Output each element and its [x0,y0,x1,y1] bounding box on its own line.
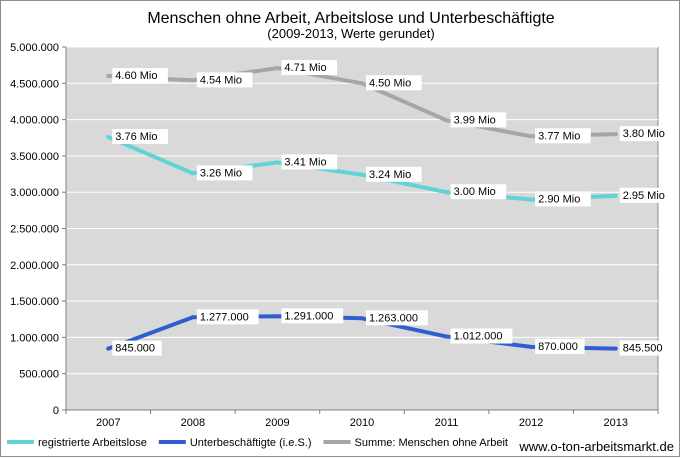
data-point [360,316,364,321]
y-tick-label: 0 [53,405,59,417]
data-point [444,334,449,339]
y-tick-label: 1.500.000 [10,296,59,308]
data-label: 4.71 Mio [284,62,326,74]
data-label-box [281,60,338,76]
data-point [360,172,364,177]
data-label: 2.95 Mio [623,190,665,202]
y-tick-label: 5.000.000 [10,42,59,54]
data-label-box [281,154,338,170]
legend-entry: Unterbeschäftigte (i.e.S.) [190,437,312,449]
data-label: 3.77 Mio [538,130,580,142]
data-point [613,193,618,198]
data-label: 1.291.000 [284,310,333,322]
data-label: 3.41 Mio [284,156,326,168]
data-point [190,171,195,176]
y-axis: 0 500.000 1.000.000 1.500.000 2.000.000 2.500… [10,42,67,417]
y-tick-label: 2.500.000 [10,224,59,236]
data-label-box [450,184,507,200]
data-label-box [366,75,422,91]
data-label: 3.26 Mio [200,167,242,179]
data-point [444,118,449,123]
data-label: 1.012.000 [454,331,503,343]
data-label-box [450,112,507,128]
data-label: 845.000 [115,343,155,355]
y-tick-label: 3.500.000 [10,151,59,163]
data-label-box [366,166,422,182]
series-0: 3.76 Mio 3.26 Mio 3.41 Mio 3.24 Mio 3.00 Mio… [106,129,676,207]
data-label-box [196,165,253,181]
data-point [106,346,111,351]
x-tick-label: 2007 [96,417,120,429]
data-point [529,197,534,202]
data-label-box [535,128,591,144]
data-point [190,315,195,320]
legend: registrierte Arbeitslose Unterbeschäftigt… [7,437,508,449]
source-credit: www.o-ton-arbeitsmarkt.de [518,439,674,454]
data-point [613,132,618,137]
x-tick-label: 2011 [435,417,459,429]
data-point [190,78,195,83]
data-label: 3.24 Mio [369,169,411,181]
data-label: 4.54 Mio [200,74,242,86]
chart-subtitle: (2009-2013, Werte gerundet) [267,26,434,41]
y-tick-label: 1.000.000 [10,332,59,344]
data-point [529,344,534,349]
x-tick-label: 2009 [265,417,289,429]
data-label-box [112,340,162,356]
data-point [613,346,618,351]
data-label-box [196,309,259,325]
x-tick-label: 2013 [603,417,627,429]
data-point [444,190,449,195]
y-tick-label: 3.000.000 [10,187,59,199]
data-label: 3.99 Mio [454,114,496,126]
series-2: 4.60 Mio 4.54 Mio 4.71 Mio 4.50 Mio 3.99 Mio… [106,60,676,144]
data-label: 1.277.000 [200,311,249,323]
data-label-box [196,72,253,88]
y-tick-label: 500.000 [19,369,59,381]
data-label: 3.80 Mio [623,128,665,140]
data-label: 1.263.000 [369,312,418,324]
data-point [106,74,111,79]
y-tick-label: 4.000.000 [10,115,59,127]
data-label: 3.76 Mio [115,131,157,143]
data-point [360,81,364,86]
data-label-box [619,340,670,356]
data-label-box [281,308,344,324]
data-label-box [619,187,676,203]
data-label: 845.500 [623,343,663,355]
x-tick-label: 2008 [181,417,205,429]
chart-title: Menschen ohne Arbeit, Arbeitslose und Un… [147,10,554,27]
data-point [275,66,280,71]
x-tick-label: 2010 [350,417,374,429]
y-tick-label: 4.500.000 [10,78,59,90]
data-label-box [450,328,513,344]
data-label: 4.50 Mio [369,77,411,89]
data-label: 2.90 Mio [538,193,580,205]
data-label-box [366,310,428,326]
x-tick-label: 2012 [519,417,543,429]
data-point [529,134,534,139]
series-group: 3.76 Mio 3.26 Mio 3.41 Mio 3.24 Mio 3.00 Mio… [106,60,676,356]
y-tick-label: 2.000.000 [10,260,59,272]
data-label-box [112,68,168,84]
data-label-box [535,338,585,354]
data-point [275,314,280,319]
data-point [275,160,280,165]
data-label: 4.60 Mio [115,70,157,82]
legend-entry: registrierte Arbeitslose [38,437,147,449]
data-label-box [619,126,676,142]
data-point [106,135,111,140]
series-1: 845.000 1.277.000 1.291.000 1.263.000 1.012.… [106,308,670,356]
data-label: 870.000 [538,341,578,353]
legend-entry: Summe: Menschen ohne Arbeit [355,437,508,449]
data-label-box [535,191,591,207]
data-label: 3.00 Mio [454,186,496,198]
data-label-box [112,129,168,145]
x-axis: 2007 2008 2009 2010 2011 2012 2013 [65,409,659,429]
